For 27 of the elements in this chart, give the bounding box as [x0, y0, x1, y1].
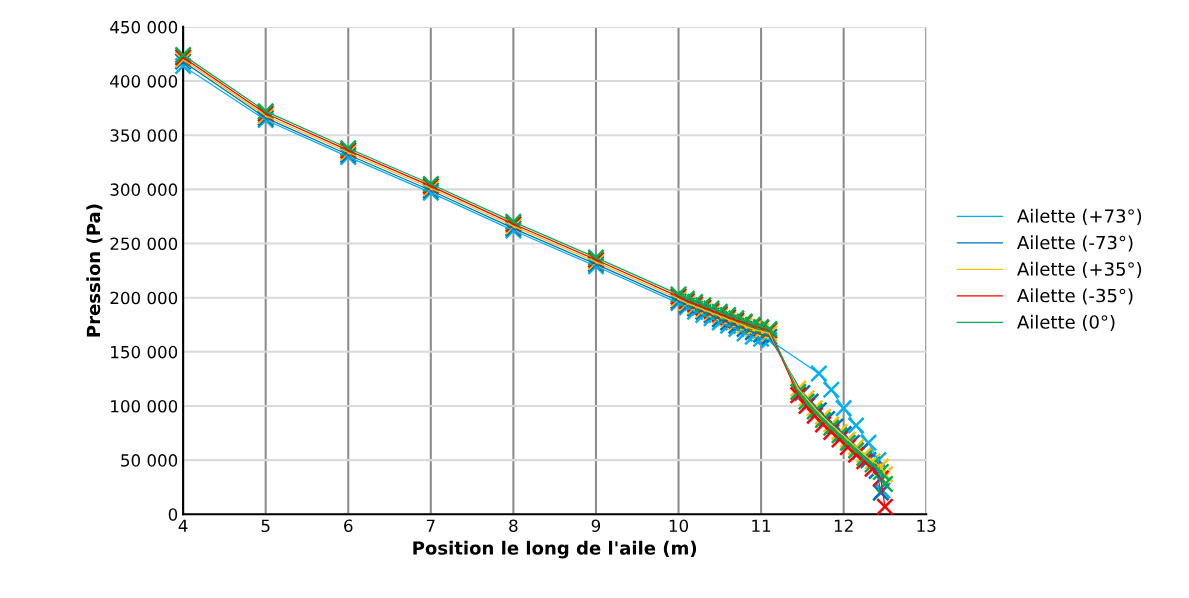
y-tick-label: 0 — [168, 508, 178, 521]
y-tick-label: 150 000 — [111, 345, 178, 359]
y-tick-label: 450 000 — [110, 20, 178, 34]
y-tick-label: 200 000 — [110, 291, 178, 305]
y-tick-label: 300 000 — [110, 183, 178, 196]
x-tick-label: 9 — [591, 519, 601, 533]
legend-label: Ailette (0°) — [1017, 314, 1115, 331]
y-tick-label: 400 000 — [110, 75, 178, 88]
y-tick-label: 350 000 — [110, 129, 178, 142]
x-tick-label: 6 — [344, 519, 353, 533]
y-tick-label: 250 000 — [110, 237, 178, 251]
x-tick-label: 13 — [917, 519, 936, 533]
y-tick-label: 50 000 — [121, 454, 178, 467]
legend-label: Ailette (-35°) — [1017, 288, 1133, 305]
x-tick-label: 12 — [834, 519, 853, 532]
x-tick-label: 7 — [426, 519, 435, 532]
legend-label: Ailette (+73°) — [1017, 208, 1142, 225]
y-tick-label: 100 000 — [111, 399, 178, 413]
x-tick-label: 5 — [261, 519, 270, 533]
legend-label: Ailette (-73°) — [1017, 235, 1133, 252]
x-tick-label: 4 — [178, 519, 188, 532]
x-tick-label: 10 — [669, 519, 689, 533]
y-axis-title: Pression (Pa) — [86, 204, 103, 337]
x-tick-label: 8 — [509, 519, 518, 533]
legend-label: Ailette (+35°) — [1017, 261, 1142, 278]
x-tick-label: 11 — [752, 519, 771, 532]
x-axis-title: Position le long de l'aile (m) — [413, 540, 697, 559]
